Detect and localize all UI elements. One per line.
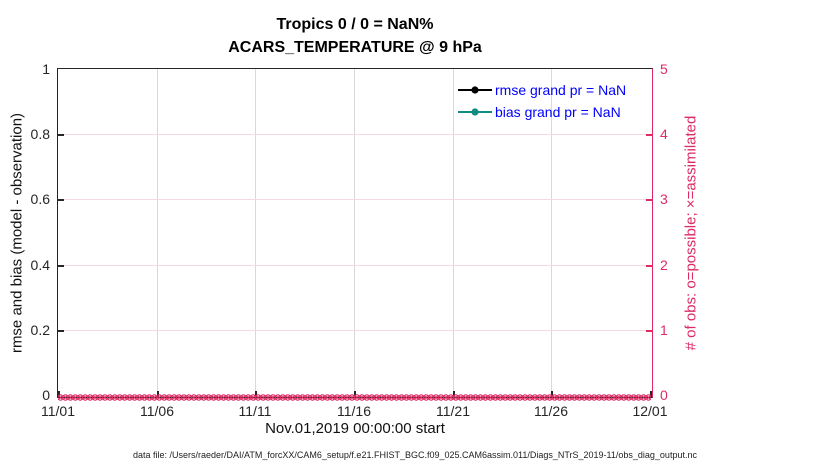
- right-y-tick-label: 0: [660, 387, 668, 403]
- left-y-axis-label: rmse and bias (model - observation): [8, 112, 26, 354]
- left-y-tick-label: 0.6: [30, 191, 50, 207]
- legend-entry-label: bias grand pr = NaN: [495, 104, 621, 120]
- x-tick-mark: [551, 391, 553, 397]
- x-gridline: [551, 69, 552, 397]
- title-block: Tropics 0 / 0 = NaN% ACARS_TEMPERATURE @…: [57, 13, 653, 59]
- obs-count-marker-band: [58, 393, 651, 401]
- legend-entry: rmse grand pr = NaN: [458, 79, 626, 101]
- y-gridline: [58, 265, 652, 266]
- legend-line-marker-icon: [458, 108, 492, 116]
- right-y-tick-mark: [646, 134, 652, 136]
- x-tick-label: 12/01: [632, 403, 668, 419]
- y-gridline: [58, 330, 652, 331]
- left-y-tick-mark: [58, 330, 64, 332]
- legend-line-marker-icon: [458, 86, 492, 94]
- x-gridline: [255, 69, 256, 397]
- x-tick-mark: [650, 391, 652, 397]
- left-y-tick-label: 0.8: [30, 126, 50, 142]
- left-y-tick-mark: [58, 265, 64, 267]
- y-gridline: [58, 199, 652, 200]
- plot-title: Tropics 0 / 0 = NaN%: [276, 16, 434, 33]
- right-y-tick-label: 3: [660, 191, 668, 207]
- plot-area: [57, 68, 653, 401]
- x-axis-label: Nov.01,2019 00:00:00 start: [265, 420, 445, 437]
- right-y-tick-mark: [646, 199, 652, 201]
- x-tick-mark: [58, 391, 60, 397]
- right-y-axis-label: # of obs: o=possible; ×=assimilated: [682, 115, 700, 351]
- left-y-tick-mark: [58, 134, 64, 136]
- x-tick-label: 11/21: [436, 403, 470, 419]
- left-y-tick-label: 0.2: [30, 322, 50, 338]
- left-y-tick-label: 0: [42, 387, 50, 403]
- x-tick-label: 11/01: [41, 403, 75, 419]
- legend-entry-label: rmse grand pr = NaN: [495, 82, 627, 98]
- x-tick-mark: [453, 391, 455, 397]
- legend-entry: bias grand pr = NaN: [458, 101, 626, 123]
- x-tick-label: 11/11: [238, 403, 272, 419]
- data-file-caption: data file: /Users/raeder/DAI/ATM_forcXX/…: [133, 450, 697, 460]
- left-y-tick-label: 0.4: [30, 257, 50, 273]
- left-y-tick-label: 1: [42, 61, 50, 77]
- x-tick-mark: [354, 391, 356, 397]
- x-tick-label: 11/16: [337, 403, 371, 419]
- plot-subtitle: ACARS_TEMPERATURE @ 9 hPa: [228, 39, 482, 56]
- right-y-tick-label: 4: [660, 126, 668, 142]
- x-gridline: [354, 69, 355, 397]
- x-tick-mark: [255, 391, 257, 397]
- x-tick-mark: [157, 391, 159, 397]
- x-tick-label: 11/26: [534, 403, 568, 419]
- right-y-tick-mark: [646, 265, 652, 267]
- right-y-tick-label: 5: [660, 61, 668, 77]
- x-gridline: [453, 69, 454, 397]
- left-y-tick-mark: [58, 199, 64, 201]
- y-gridline: [58, 134, 652, 135]
- right-y-tick-mark: [646, 330, 652, 332]
- x-tick-label: 11/06: [140, 403, 174, 419]
- right-y-tick-label: 2: [660, 257, 668, 273]
- x-gridline: [157, 69, 158, 397]
- right-y-tick-label: 1: [660, 322, 668, 338]
- legend: rmse grand pr = NaN bias grand pr = NaN: [458, 79, 626, 123]
